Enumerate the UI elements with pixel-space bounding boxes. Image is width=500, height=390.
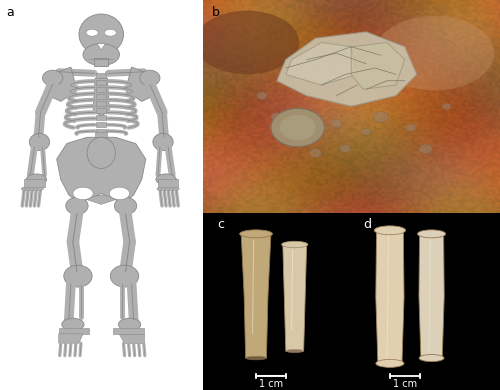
Circle shape (406, 124, 416, 131)
Circle shape (330, 119, 342, 128)
Bar (96, 73, 106, 78)
Ellipse shape (246, 356, 266, 360)
Ellipse shape (30, 187, 36, 190)
Ellipse shape (286, 349, 304, 353)
Ellipse shape (26, 174, 46, 185)
Ellipse shape (195, 11, 299, 74)
Polygon shape (277, 32, 416, 106)
Bar (96, 101, 106, 106)
Text: d: d (363, 218, 371, 231)
Bar (96, 108, 106, 113)
Ellipse shape (282, 241, 308, 248)
Text: c: c (218, 218, 224, 231)
Polygon shape (58, 334, 83, 343)
Ellipse shape (418, 230, 446, 238)
Ellipse shape (104, 29, 117, 36)
Bar (96, 122, 106, 127)
Ellipse shape (114, 197, 136, 215)
Polygon shape (419, 234, 444, 358)
Text: 1 cm: 1 cm (259, 379, 283, 389)
Ellipse shape (83, 44, 120, 66)
Ellipse shape (374, 226, 406, 235)
Bar (96, 87, 106, 92)
Bar (96, 143, 106, 148)
Bar (96, 136, 106, 141)
Ellipse shape (79, 14, 124, 55)
Polygon shape (44, 67, 77, 101)
Ellipse shape (38, 187, 44, 190)
Ellipse shape (169, 187, 175, 190)
Text: b: b (212, 6, 220, 20)
Polygon shape (58, 328, 89, 334)
Ellipse shape (110, 187, 130, 200)
Circle shape (310, 149, 322, 157)
Ellipse shape (66, 197, 88, 215)
Circle shape (271, 108, 324, 147)
Polygon shape (351, 43, 405, 89)
Bar (96, 80, 106, 85)
Bar (95, 146, 108, 151)
Bar (24, 179, 44, 187)
Circle shape (419, 144, 432, 153)
Circle shape (280, 115, 316, 140)
Ellipse shape (153, 133, 173, 151)
Bar (96, 129, 106, 134)
Ellipse shape (173, 187, 179, 190)
Bar (158, 179, 178, 187)
Circle shape (256, 92, 268, 99)
Circle shape (442, 103, 451, 110)
Polygon shape (283, 245, 306, 351)
Bar (96, 94, 106, 99)
Ellipse shape (110, 265, 138, 287)
Ellipse shape (157, 187, 163, 190)
Polygon shape (120, 334, 144, 343)
Ellipse shape (376, 360, 404, 367)
Circle shape (271, 113, 283, 121)
Ellipse shape (64, 265, 92, 287)
Bar (96, 115, 106, 120)
Ellipse shape (26, 187, 32, 190)
Polygon shape (241, 234, 271, 358)
Ellipse shape (86, 29, 98, 36)
Ellipse shape (165, 187, 171, 190)
Polygon shape (376, 230, 404, 363)
Ellipse shape (22, 187, 28, 190)
Circle shape (374, 112, 388, 122)
Bar (95, 153, 108, 158)
Polygon shape (93, 78, 110, 117)
Polygon shape (286, 43, 357, 85)
Polygon shape (114, 328, 144, 334)
Ellipse shape (118, 318, 141, 331)
Ellipse shape (419, 355, 444, 362)
Bar (95, 132, 108, 137)
Polygon shape (97, 44, 106, 50)
Ellipse shape (34, 187, 40, 190)
Ellipse shape (42, 70, 63, 86)
Ellipse shape (62, 318, 84, 331)
Bar (95, 139, 108, 144)
Ellipse shape (240, 230, 272, 238)
Ellipse shape (375, 16, 494, 90)
Ellipse shape (30, 133, 50, 151)
Text: a: a (6, 6, 14, 19)
Polygon shape (126, 67, 158, 101)
Ellipse shape (73, 187, 93, 200)
Bar (95, 160, 108, 165)
Bar (96, 150, 106, 155)
Text: 1 cm: 1 cm (392, 379, 417, 389)
Ellipse shape (161, 187, 167, 190)
Ellipse shape (87, 137, 116, 168)
Circle shape (340, 145, 350, 152)
Circle shape (362, 129, 370, 135)
Bar (94, 58, 108, 66)
Polygon shape (87, 195, 116, 204)
Polygon shape (56, 137, 146, 203)
Ellipse shape (156, 174, 176, 185)
Ellipse shape (140, 70, 160, 86)
